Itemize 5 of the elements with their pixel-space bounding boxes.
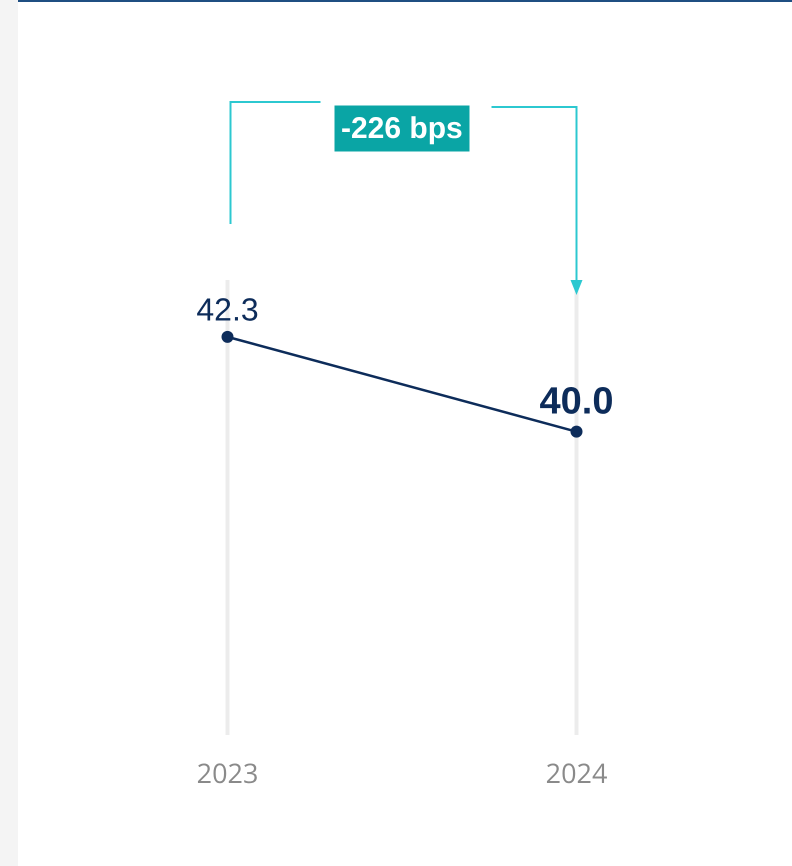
data-label: 40.0 xyxy=(540,380,614,423)
x-tick-label: 2024 xyxy=(546,754,608,791)
text: -226 bps xyxy=(341,112,463,145)
data-label: 42.3 xyxy=(196,291,259,328)
x-tick-label: 2023 xyxy=(196,754,258,791)
